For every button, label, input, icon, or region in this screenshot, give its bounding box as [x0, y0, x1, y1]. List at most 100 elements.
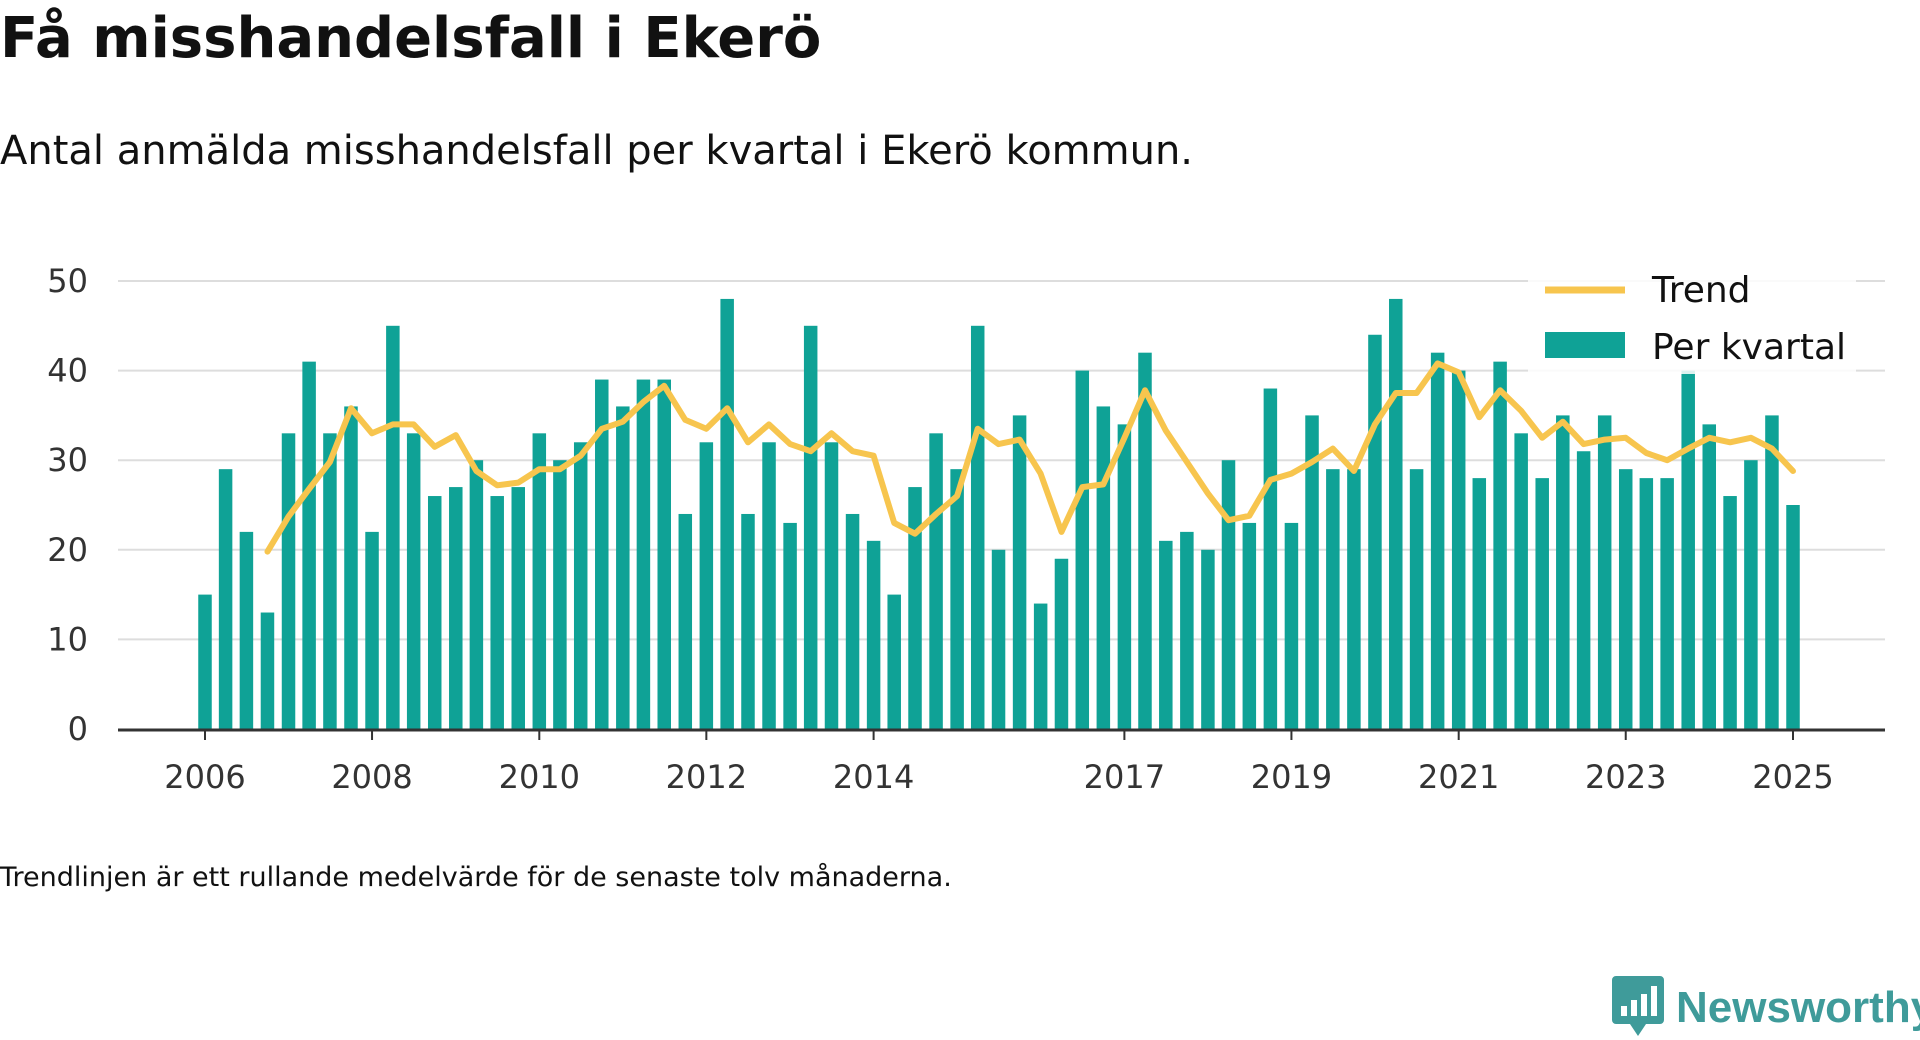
bar: [1556, 415, 1570, 729]
bar: [1075, 370, 1090, 729]
bar: [1681, 370, 1695, 729]
x-tick-label: 2008: [331, 758, 412, 796]
bar: [1409, 469, 1424, 729]
brand-name: Newsworthy: [1676, 983, 1920, 1032]
x-tick-label: 2006: [164, 758, 245, 796]
bar: [1180, 531, 1194, 729]
bar: [1201, 549, 1215, 729]
bar: [1786, 505, 1800, 729]
bar: [1660, 478, 1674, 729]
bar: [929, 433, 943, 729]
bar: [281, 433, 296, 729]
bar: [595, 379, 609, 729]
chart-subtitle: Antal anmälda misshandelsfall per kvarta…: [0, 128, 1194, 174]
bar: [762, 442, 776, 729]
bar: [866, 540, 881, 729]
bar: [636, 379, 651, 729]
bar: [1535, 478, 1549, 729]
bar: [1639, 478, 1654, 729]
bar: [386, 325, 400, 729]
bar: [511, 487, 526, 729]
brand: Newsworthy: [1612, 976, 1920, 1040]
bar: [1221, 460, 1236, 729]
x-tick-label: 2025: [1752, 758, 1833, 796]
bar: [1618, 469, 1633, 729]
bar-series-per-kvartal: [198, 298, 1800, 729]
bar: [260, 612, 275, 729]
bar: [803, 325, 818, 729]
x-tick-label: 2017: [1084, 758, 1165, 796]
bar: [449, 487, 463, 729]
bar: [406, 433, 421, 729]
bar: [490, 496, 504, 729]
bar: [887, 594, 901, 729]
bar: [365, 531, 379, 729]
bar: [1451, 370, 1466, 729]
bar: [678, 513, 693, 729]
bar: [845, 513, 860, 729]
bar: [344, 406, 358, 729]
y-tick-label: 30: [47, 441, 88, 479]
bar: [1368, 334, 1382, 729]
bar: [218, 469, 233, 729]
bar: [1493, 361, 1507, 729]
y-tick-label: 50: [47, 262, 88, 300]
bar: [532, 433, 547, 729]
bar: [1117, 424, 1132, 729]
legend: Trend Per kvartal: [1528, 266, 1856, 374]
bar: [1263, 388, 1278, 729]
newsworthy-logo-icon: [1612, 976, 1664, 1036]
x-tick-label: 2021: [1418, 758, 1499, 796]
y-tick-label: 10: [47, 620, 88, 658]
bar: [1347, 469, 1361, 729]
bar: [1305, 415, 1319, 729]
legend-trend-label: Trend: [1651, 270, 1751, 311]
bar: [1138, 352, 1152, 729]
bar: [699, 442, 714, 729]
bar: [1389, 298, 1403, 729]
trend-line: [264, 360, 1796, 555]
x-axis-ticks: 2006 2008 2010 2012 2014 2017 2019 2021 2023 2025: [164, 730, 1834, 796]
x-tick-label: 2010: [499, 758, 580, 796]
bar: [323, 433, 337, 729]
y-tick-label: 40: [47, 352, 88, 390]
bar: [553, 460, 567, 729]
y-tick-label: 20: [47, 531, 88, 569]
bar: [970, 325, 985, 729]
bar: [1012, 415, 1027, 729]
bar: [991, 549, 1006, 729]
bar: [1702, 424, 1717, 729]
bar: [1054, 558, 1069, 729]
bar: [1430, 352, 1445, 729]
bar: [1514, 433, 1528, 729]
y-axis-labels: 0 10 20 30 40 50: [47, 262, 88, 748]
bar: [908, 487, 922, 729]
bar: [1096, 406, 1111, 729]
bar: [783, 522, 797, 729]
bar: [1576, 451, 1591, 729]
bar: [950, 469, 964, 729]
bar: [657, 379, 671, 729]
bar: [1033, 603, 1048, 729]
bar: [1326, 469, 1340, 729]
bar: [302, 361, 316, 729]
legend-bar-label: Per kvartal: [1652, 327, 1846, 368]
x-tick-label: 2023: [1585, 758, 1666, 796]
bar: [1284, 522, 1299, 729]
bar: [1159, 540, 1173, 729]
bar: [824, 442, 839, 729]
bar: [427, 496, 442, 729]
bar: [1472, 478, 1487, 729]
chart-title: Få misshandelsfall i Ekerö: [0, 6, 822, 71]
bar: [1723, 496, 1737, 729]
bar: [1765, 415, 1779, 729]
footnote: Trendlinjen är ett rullande medelvärde f…: [0, 862, 952, 893]
bar: [741, 513, 755, 729]
bar: [239, 531, 254, 729]
bar: [469, 460, 484, 729]
bar: [1597, 415, 1612, 729]
bar: [1242, 522, 1257, 729]
x-tick-label: 2019: [1251, 758, 1332, 796]
bar: [198, 594, 212, 729]
bar: [720, 298, 734, 729]
